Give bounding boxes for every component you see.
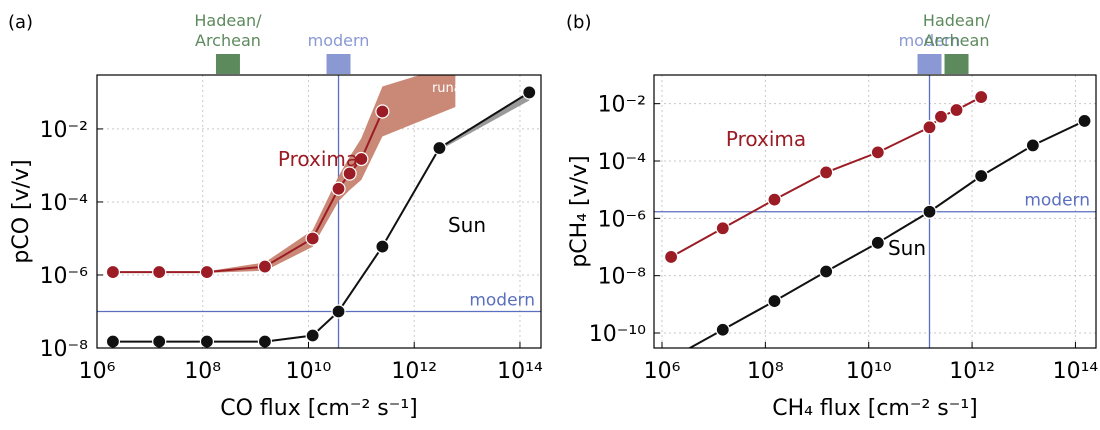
b-xtick-label-3: 10¹² [949,359,995,384]
a-series-sun-point-6 [375,239,390,254]
a-series-proxima-point-7 [354,151,369,167]
a-ytick-label-1: 10⁻⁶ [40,264,89,289]
b-series-proxima-point-0 [664,249,679,265]
b-series-proxima-point-8 [974,89,989,105]
a-series-proxima-point-1 [152,264,167,280]
b-ytick-label-4: 10⁻² [598,93,646,118]
b-xtick-label-2: 10¹⁰ [846,359,892,384]
b-sun-label: Sun [888,236,926,260]
a-proxima-label: Proxima [278,147,358,171]
b-series-sun-point-6 [974,168,989,184]
a-xtick-label-3: 10¹² [391,359,437,384]
b-series-sun-point-4 [870,235,885,250]
a-marker-hadean-label-0: Hadean/ [194,11,262,30]
a-modern-hline-label: modern [469,290,535,310]
a-xlabel: CO flux [cm⁻² s⁻¹] [220,396,418,421]
a-marker-modern-label-0: modern [308,31,370,50]
panel-a-label: (a) [8,12,33,33]
b-xtick-label-0: 10⁶ [644,359,681,384]
b-series-proxima-point-2 [767,192,782,207]
a-series-sun-point-1 [152,334,167,348]
a-series-proxima-point-2 [199,264,215,280]
b-series-sun-point-8 [1077,113,1092,129]
b-series-sun-point-5 [922,204,937,219]
a-sun-label: Sun [448,213,486,237]
a-series-sun-point-5 [331,304,346,319]
a-series-proxima-point-6 [342,166,357,181]
a-series-sun-point-7 [432,140,447,156]
b-series-group [664,89,1092,348]
a-series-proxima-point-3 [257,259,273,274]
a-ytick-label-2: 10⁻⁴ [40,191,89,216]
a-xtick-label-1: 10⁸ [184,359,221,384]
b-ytick-label-1: 10⁻⁸ [598,265,647,290]
a-plot-frame [96,74,542,349]
a-runaway-band [112,75,456,273]
a-series-sun-point-8 [522,85,537,100]
a-xtick-label-0: 10⁶ [79,359,116,384]
panel-b-label: (b) [566,12,591,33]
a-ytick-label-3: 10⁻² [40,118,88,143]
b-series-proxima-point-4 [870,145,885,160]
b-series-proxima-point-1 [715,221,730,236]
b-xtick-label-4: 10¹⁴ [1053,359,1099,384]
b-marker-modern-swatch [917,54,942,74]
b-marker-hadean-swatch [944,54,969,74]
b-ytick-label-3: 10⁻⁴ [598,150,647,175]
b-xlabel: CH₄ flux [cm⁻² s⁻¹] [772,396,978,421]
a-series-proxima-point-0 [105,264,121,280]
panel-a-co: (a) 10⁶ 10⁸ 10¹⁰ 10¹² 10¹⁴ 10⁻⁸ 10⁻⁶ 10⁻⁴ 10⁻² CO… [8,11,543,421]
b-series-sun-point-3 [819,264,834,279]
b-proxima-label: Proxima [726,127,806,151]
b-marker-modern-label-0: modern [899,31,961,50]
a-series-sun-point-0 [105,334,121,348]
b-marker-hadean-label-1: Archean [924,31,990,50]
a-ytick-label-0: 10⁻⁸ [40,337,89,362]
b-modern-hline-label: modern [1024,191,1090,211]
a-series-proxima-point-8 [375,104,390,119]
a-marker-modern-swatch [326,54,351,74]
a-marker-hadean-swatch [215,54,240,74]
b-ytick-label-2: 10⁻⁶ [598,207,647,232]
a-runaway-label: runaway [432,81,488,96]
a-series-proxima-point-5 [331,181,346,196]
a-marker-hadean-label-1: Archean [195,31,261,50]
b-series-sun-point-2 [767,293,782,309]
b-series-proxima-point-6 [933,109,949,124]
b-series-sun-point-7 [1025,138,1040,153]
a-series-sun-point-3 [257,334,273,348]
b-plot-frame [653,74,1097,349]
a-xtick-label-2: 10¹⁰ [286,359,332,384]
b-series-sun-point-1 [715,322,730,337]
a-series-sun-point-4 [305,328,320,343]
b-ytick-label-0: 10⁻¹⁰ [589,322,646,347]
b-marker-hadean-label-0: Hadean/ [923,11,991,30]
a-xtick-label-4: 10¹⁴ [497,359,543,384]
a-series-sun-point-2 [199,334,215,348]
a-series-proxima-point-4 [305,231,320,246]
b-series-proxima-point-3 [819,165,834,180]
a-ylabel: pCO [v/v] [9,159,34,263]
b-ylabel: pCH₄ [v/v] [567,155,592,267]
panel-b-ch4: (b) 10⁶ 10⁸ 10¹⁰ 10¹² 10¹⁴ 10⁻¹⁰ 10⁻⁸ 10⁻⁶ 10⁻⁴ 1… [566,11,1098,421]
b-xtick-label-1: 10⁸ [747,359,784,384]
a-series-group [105,85,537,348]
b-series-proxima-point-7 [949,102,964,118]
b-series-proxima-point-5 [922,120,937,135]
